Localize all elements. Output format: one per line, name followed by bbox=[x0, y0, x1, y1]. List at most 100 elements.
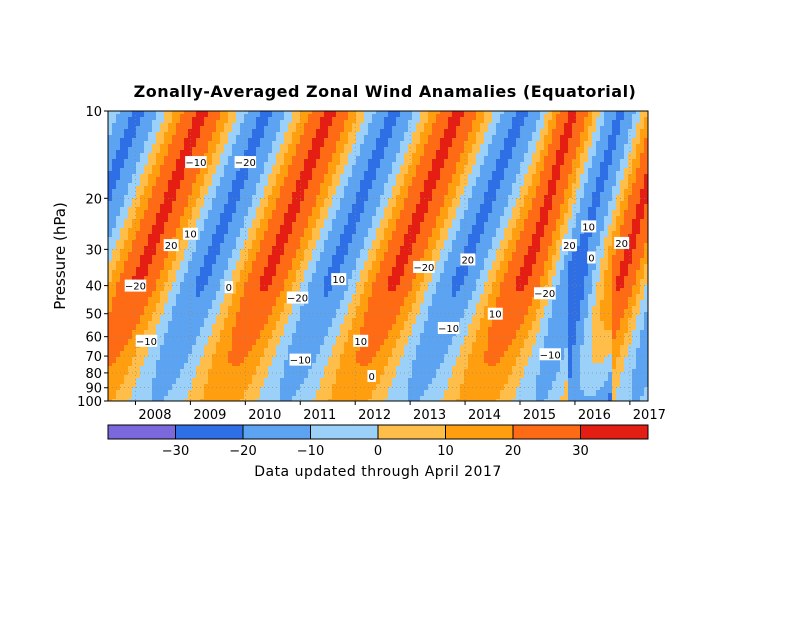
field-cell bbox=[252, 132, 257, 136]
field-cell bbox=[300, 174, 305, 178]
field-cell bbox=[192, 183, 197, 187]
field-cell bbox=[580, 147, 585, 151]
field-cell bbox=[236, 183, 241, 187]
field-cell bbox=[528, 201, 533, 205]
field-cell bbox=[216, 138, 221, 142]
field-cell bbox=[348, 219, 353, 223]
field-cell bbox=[256, 147, 261, 151]
field-cell bbox=[584, 150, 589, 154]
field-cell bbox=[152, 201, 157, 205]
field-cell bbox=[336, 213, 341, 217]
field-cell bbox=[556, 177, 561, 181]
field-cell bbox=[352, 177, 357, 181]
field-cell bbox=[200, 183, 205, 187]
field-cell bbox=[484, 180, 489, 184]
field-cell bbox=[192, 153, 197, 157]
field-cell bbox=[512, 207, 517, 211]
field-cell bbox=[296, 189, 301, 193]
field-cell bbox=[344, 186, 349, 190]
field-cell bbox=[328, 135, 333, 139]
field-cell bbox=[480, 120, 485, 124]
field-cell bbox=[304, 132, 309, 136]
field-cell bbox=[636, 216, 641, 220]
field-cell bbox=[136, 117, 141, 121]
field-cell bbox=[636, 207, 641, 211]
field-cell bbox=[608, 156, 613, 160]
field-cell bbox=[644, 141, 648, 145]
field-cell bbox=[344, 147, 349, 151]
field-cell bbox=[164, 210, 169, 214]
field-cell bbox=[320, 183, 325, 187]
field-cell bbox=[164, 153, 169, 157]
field-cell bbox=[304, 198, 309, 202]
field-cell bbox=[640, 168, 645, 172]
field-cell bbox=[632, 183, 637, 187]
field-cell bbox=[220, 153, 225, 157]
field-cell bbox=[264, 126, 269, 130]
field-cell bbox=[536, 207, 541, 211]
field-cell bbox=[512, 117, 517, 121]
field-cell bbox=[400, 111, 405, 115]
field-cell bbox=[536, 198, 541, 202]
field-cell bbox=[616, 204, 621, 208]
field-cell bbox=[172, 123, 177, 127]
field-cell bbox=[248, 141, 253, 145]
field-cell bbox=[140, 219, 145, 223]
field-cell bbox=[504, 189, 509, 193]
field-cell bbox=[196, 141, 201, 145]
field-cell bbox=[376, 114, 381, 118]
field-cell bbox=[424, 159, 429, 163]
field-cell bbox=[172, 183, 177, 187]
field-cell bbox=[444, 201, 449, 205]
field-cell bbox=[204, 207, 209, 211]
field-cell bbox=[636, 168, 641, 172]
field-cell bbox=[340, 210, 345, 214]
field-cell bbox=[312, 144, 317, 148]
field-cell bbox=[440, 138, 445, 142]
field-cell bbox=[328, 210, 333, 214]
field-cell bbox=[136, 114, 141, 118]
field-cell bbox=[424, 123, 429, 127]
field-cell bbox=[448, 180, 453, 184]
field-cell bbox=[544, 144, 549, 148]
field-cell bbox=[448, 168, 453, 172]
field-cell bbox=[584, 201, 589, 205]
field-cell bbox=[564, 219, 569, 223]
field-cell bbox=[120, 147, 125, 151]
field-cell bbox=[604, 111, 609, 115]
field-cell bbox=[456, 192, 461, 196]
field-cell bbox=[164, 195, 169, 199]
field-cell bbox=[376, 165, 381, 169]
field-cell bbox=[476, 171, 481, 175]
field-cell bbox=[340, 216, 345, 220]
field-cell bbox=[480, 162, 485, 166]
field-cell bbox=[268, 189, 273, 193]
field-cell bbox=[520, 171, 525, 175]
field-cell bbox=[512, 120, 517, 124]
field-cell bbox=[472, 171, 477, 175]
field-cell bbox=[232, 159, 237, 163]
field-cell bbox=[112, 186, 117, 190]
field-cell bbox=[600, 192, 605, 196]
field-cell bbox=[156, 210, 161, 214]
field-cell bbox=[352, 141, 357, 145]
field-cell bbox=[220, 207, 225, 211]
field-cell bbox=[220, 120, 225, 124]
field-cell bbox=[372, 195, 377, 199]
field-cell bbox=[220, 150, 225, 154]
field-cell bbox=[152, 171, 157, 175]
field-cell bbox=[284, 204, 289, 208]
field-cell bbox=[116, 195, 121, 199]
field-cell bbox=[256, 156, 261, 160]
field-cell bbox=[516, 123, 521, 127]
field-cell bbox=[324, 111, 329, 115]
field-cell bbox=[464, 189, 469, 193]
field-cell bbox=[580, 216, 585, 220]
field-cell bbox=[292, 123, 297, 127]
field-cell bbox=[536, 132, 541, 136]
field-cell bbox=[576, 198, 581, 202]
field-cell bbox=[372, 204, 377, 208]
field-cell bbox=[536, 114, 541, 118]
field-cell bbox=[172, 165, 177, 169]
field-cell bbox=[132, 156, 137, 160]
